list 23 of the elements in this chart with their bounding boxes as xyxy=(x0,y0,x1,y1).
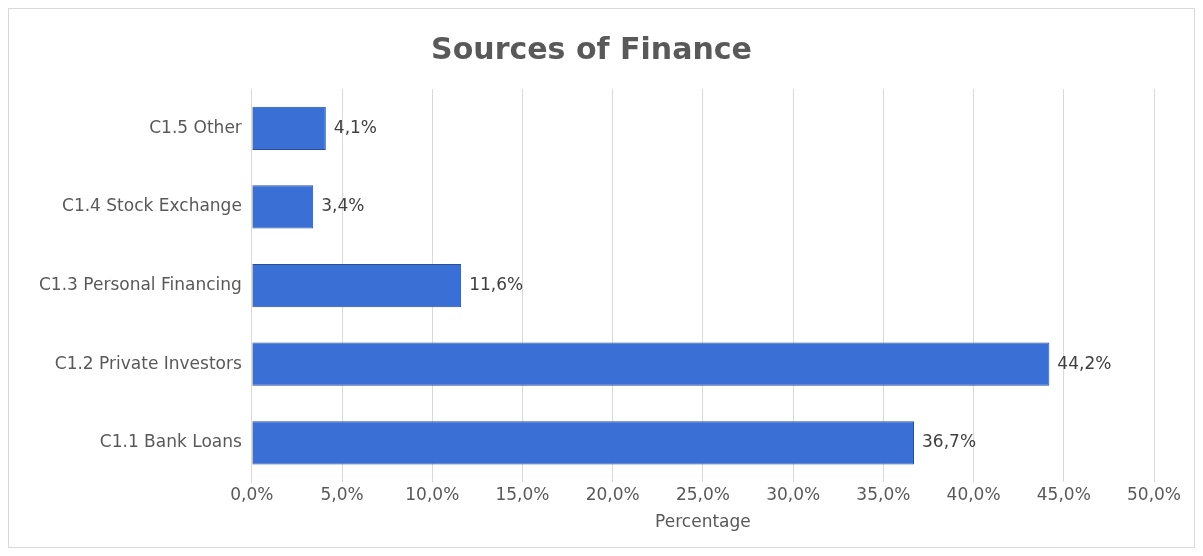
data-label: 4,1% xyxy=(333,116,378,137)
data-label: 3,4% xyxy=(321,195,365,216)
data-label: 36,7% xyxy=(922,431,977,452)
x-tick-label: 25,0% xyxy=(675,483,730,504)
x-tick-label: 30,0% xyxy=(766,483,821,504)
x-axis-title: Percentage xyxy=(655,511,751,532)
y-tick-label: C1.1 Bank Loans xyxy=(99,431,242,452)
data-label: 11,6% xyxy=(469,274,524,295)
y-tick-label: C1.5 Other xyxy=(149,116,242,137)
y-tick-label: C1.3 Personal Financing xyxy=(38,274,242,295)
data-label: 44,2% xyxy=(1057,352,1112,373)
x-tick-label: 15,0% xyxy=(495,483,550,504)
x-tick-label: 20,0% xyxy=(585,483,640,504)
chart-title: Sources of Finance xyxy=(431,30,752,66)
x-tick-label: 40,0% xyxy=(946,483,1001,504)
x-tick-label: 10,0% xyxy=(405,483,460,504)
x-tick-label: 50,0% xyxy=(1126,483,1182,504)
x-tick-label: 45,0% xyxy=(1036,483,1091,504)
y-tick-label: C1.4 Stock Exchange xyxy=(62,195,242,216)
y-tick-label: C1.2 Private Investors xyxy=(54,352,242,373)
x-tick-label: 35,0% xyxy=(856,483,911,504)
x-tick-label: 5,0% xyxy=(320,483,364,504)
x-tick-label: 0,0% xyxy=(230,483,274,504)
